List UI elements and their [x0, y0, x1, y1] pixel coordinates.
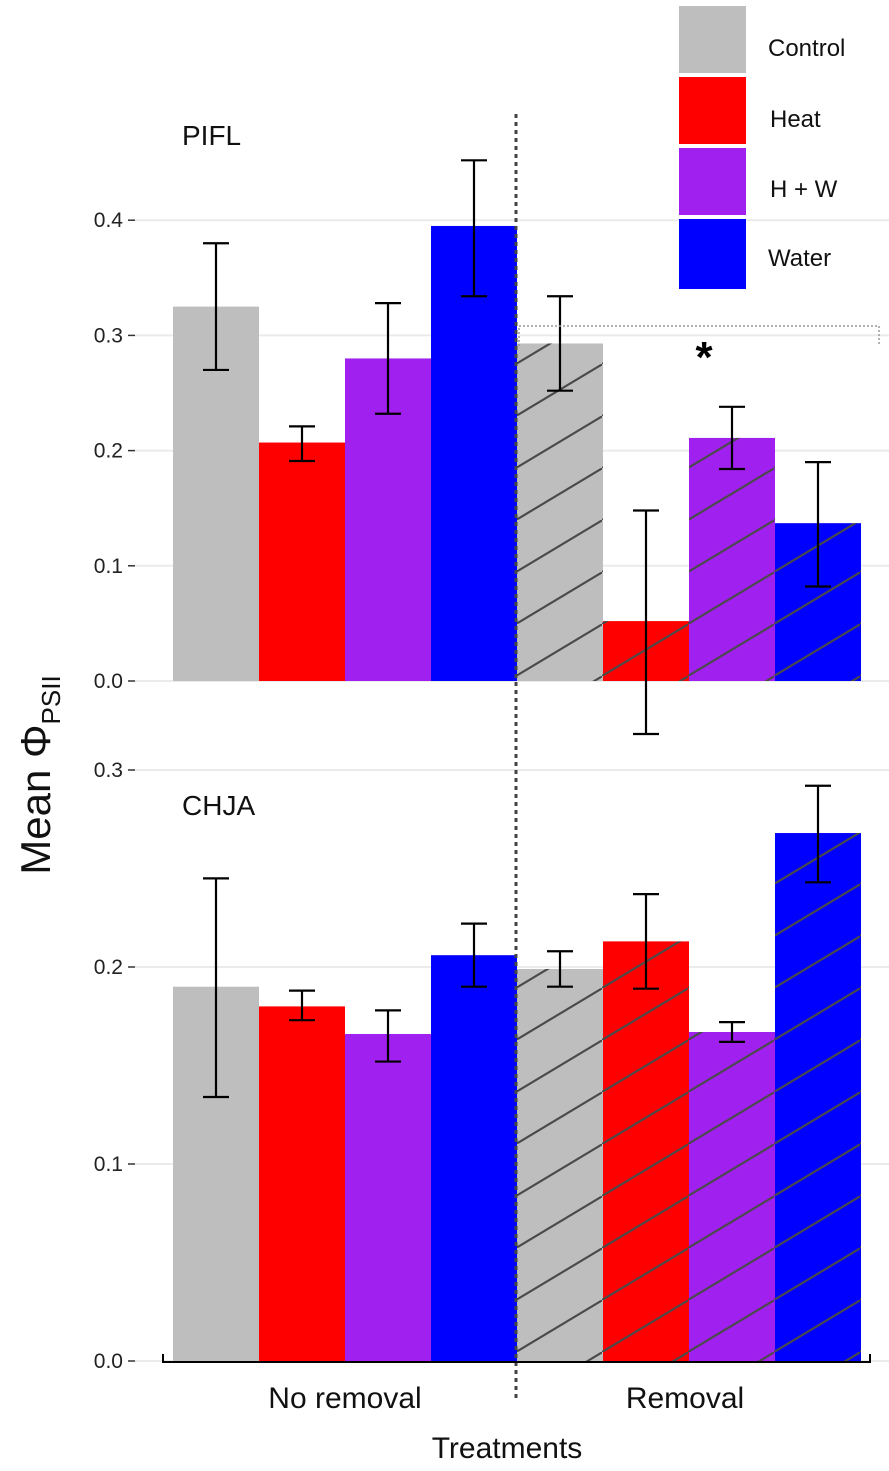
panel-label-pifl: PIFL [182, 120, 241, 151]
legend-swatch-control [679, 6, 746, 73]
y-tick-label: 0.0 [94, 1350, 123, 1373]
x-axis-title: Treatments [432, 1432, 583, 1465]
bar-hatch [689, 437, 775, 681]
legend-label-hw: H + W [770, 176, 838, 203]
group-bracket [162, 1354, 871, 1363]
significance-star: * [695, 333, 713, 382]
bar-hatch [603, 941, 689, 1361]
y-axis-title-main: Mean [12, 758, 59, 875]
legend-swatch-hw [679, 148, 746, 215]
group-label-no-removal: No removal [268, 1382, 421, 1415]
group-label-removal: Removal [626, 1382, 744, 1415]
bar [259, 1006, 345, 1361]
bar-hatch [517, 968, 603, 1361]
legend-label-control: Control [768, 35, 845, 62]
y-tick-label: 0.3 [94, 324, 123, 347]
bar-hatch [517, 343, 603, 681]
legend-label-water: Water [768, 245, 831, 272]
y-axis-title: Mean ΦPSII [12, 675, 66, 874]
y-ticks: 0.0 0.1 0.2 0.3 0.4 0.0 0.1 0.2 0.3 [94, 209, 135, 1373]
bar [259, 442, 345, 681]
legend: Control Heat H + W Water [679, 6, 845, 289]
bar-hatch [775, 833, 861, 1361]
y-tick-label: 0.3 [94, 759, 123, 782]
y-tick-label: 0.2 [94, 956, 123, 979]
annotations [162, 114, 880, 1400]
legend-swatch-water [679, 219, 746, 289]
significance-bracket [518, 325, 880, 346]
bar [431, 225, 517, 681]
panel-label-chja: CHJA [182, 790, 255, 821]
y-tick-label: 0.4 [94, 209, 124, 232]
y-tick-label: 0.1 [94, 555, 123, 578]
legend-label-heat: Heat [770, 106, 821, 133]
y-tick-label: 0.2 [94, 440, 123, 463]
bar [431, 955, 517, 1361]
y-tick-label: 0.1 [94, 1153, 123, 1176]
y-axis-title-subscript: PSII [36, 675, 66, 724]
bar [345, 1033, 431, 1361]
y-tick-label: 0.0 [94, 670, 123, 693]
error-bars [203, 159, 831, 1099]
legend-swatch-heat [679, 77, 746, 144]
y-axis-title-symbol: Φ [12, 724, 59, 758]
bar-hatch [689, 1032, 775, 1361]
